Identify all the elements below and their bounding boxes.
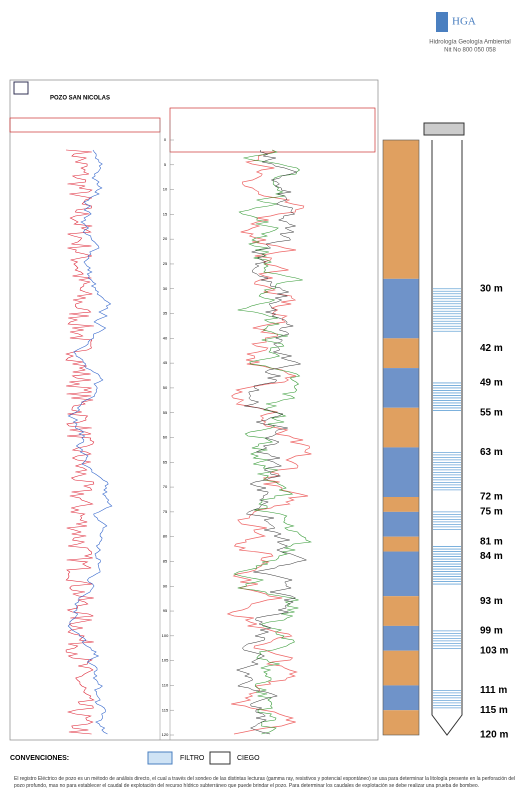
depth-mark-label: 42 m bbox=[480, 343, 503, 354]
lithology-layer bbox=[383, 650, 419, 686]
depth-mark-label: 55 m bbox=[480, 407, 503, 418]
lithology-layer bbox=[383, 511, 419, 537]
depth-tick-label: 70 bbox=[163, 484, 168, 489]
log-curve bbox=[233, 149, 312, 735]
legend-filter-box bbox=[147, 751, 173, 765]
log-frame bbox=[9, 79, 379, 741]
well-cap bbox=[423, 122, 465, 136]
log-logo bbox=[13, 81, 29, 95]
note: El registro Eléctrico de pozo es un méto… bbox=[14, 776, 516, 789]
depth-tick-label: 50 bbox=[163, 385, 168, 390]
depth-mark-label: 75 m bbox=[480, 507, 503, 518]
logo: HGA bbox=[452, 16, 476, 28]
lithology-layer bbox=[383, 407, 419, 448]
lithology-layer bbox=[383, 551, 419, 597]
lithology-layer bbox=[383, 368, 419, 408]
filter-interval bbox=[433, 288, 461, 332]
filter-interval bbox=[433, 382, 461, 411]
depth-tick-label: 15 bbox=[163, 211, 168, 216]
well-casing bbox=[431, 140, 463, 736]
lithology-layer bbox=[383, 140, 419, 279]
filter-interval bbox=[433, 630, 461, 649]
legend-blind-box bbox=[209, 751, 231, 765]
depth-tick-label: 55 bbox=[163, 410, 168, 415]
lithology-layer bbox=[383, 685, 419, 711]
depth-tick-label: 30 bbox=[163, 286, 168, 291]
log-curve bbox=[226, 149, 312, 735]
log-curve bbox=[235, 149, 308, 735]
depth-mark-label: 72 m bbox=[480, 492, 503, 503]
depth-tick-label: 35 bbox=[163, 311, 168, 316]
legend-filter: FILTRO bbox=[180, 755, 205, 762]
depth-tick-label: 0 bbox=[164, 137, 167, 142]
depth-mark-label: 115 m bbox=[480, 705, 508, 716]
depth-mark-label: 84 m bbox=[480, 551, 503, 562]
depth-tick-label: 5 bbox=[164, 162, 167, 167]
track-header bbox=[9, 117, 161, 133]
depth-tick-label: 115 bbox=[162, 707, 169, 712]
log-title: POZO SAN NICOLAS bbox=[50, 96, 110, 102]
depth-tick-label: 105 bbox=[162, 658, 169, 663]
depth-mark-label: 111 m bbox=[480, 685, 507, 696]
depth-mark-label: 81 m bbox=[480, 536, 503, 547]
depth-tick-label: 10 bbox=[163, 187, 168, 192]
depth-tick-label: 60 bbox=[163, 435, 168, 440]
depth-tick-label: 25 bbox=[163, 261, 168, 266]
depth-tick-label: 120 bbox=[162, 732, 169, 737]
nit: Nit No 800 050 058 bbox=[444, 48, 496, 54]
filter-interval bbox=[433, 451, 461, 491]
lithology-layer bbox=[383, 710, 419, 735]
legend-title: CONVENCIONES: bbox=[10, 755, 69, 762]
track-header bbox=[169, 107, 376, 153]
depth-tick-label: 40 bbox=[163, 335, 168, 340]
filter-interval bbox=[433, 546, 461, 585]
depth-tick-label: 90 bbox=[163, 583, 168, 588]
lithology-layer bbox=[383, 625, 419, 651]
filter-interval bbox=[433, 511, 461, 530]
depth-mark-label: 99 m bbox=[480, 626, 503, 637]
depth-mark-label: 120 m bbox=[480, 730, 508, 741]
depth-tick-label: 80 bbox=[163, 534, 168, 539]
depth-mark-label: 103 m bbox=[480, 645, 508, 656]
depth-mark-label: 93 m bbox=[480, 596, 503, 607]
depth-tick-label: 65 bbox=[163, 459, 168, 464]
depth-tick-label: 95 bbox=[163, 608, 168, 613]
subtitle: Hidrología Geología Ambiental bbox=[429, 40, 510, 46]
lithology-frame bbox=[382, 139, 420, 736]
lithology-layer bbox=[383, 596, 419, 626]
lithology-layer bbox=[383, 497, 419, 512]
lithology-layer bbox=[383, 447, 419, 497]
depth-tick-label: 110 bbox=[162, 682, 169, 687]
depth-mark-label: 30 m bbox=[480, 283, 503, 294]
logo-icon bbox=[436, 12, 448, 32]
lithology-layer bbox=[383, 536, 419, 552]
lithology-layer bbox=[383, 338, 419, 369]
lithology-layer bbox=[383, 278, 419, 339]
log-curve bbox=[65, 149, 95, 735]
depth-mark-label: 49 m bbox=[480, 378, 503, 389]
depth-tick-label: 45 bbox=[163, 360, 168, 365]
depth-tick-label: 75 bbox=[163, 509, 168, 514]
depth-tick-label: 100 bbox=[162, 633, 169, 638]
filter-interval bbox=[433, 689, 461, 709]
depth-mark-label: 63 m bbox=[480, 447, 503, 458]
depth-tick-label: 20 bbox=[163, 236, 168, 241]
depth-tick-label: 85 bbox=[163, 559, 168, 564]
legend-blind: CIEGO bbox=[237, 755, 260, 762]
log-curve bbox=[67, 149, 113, 735]
